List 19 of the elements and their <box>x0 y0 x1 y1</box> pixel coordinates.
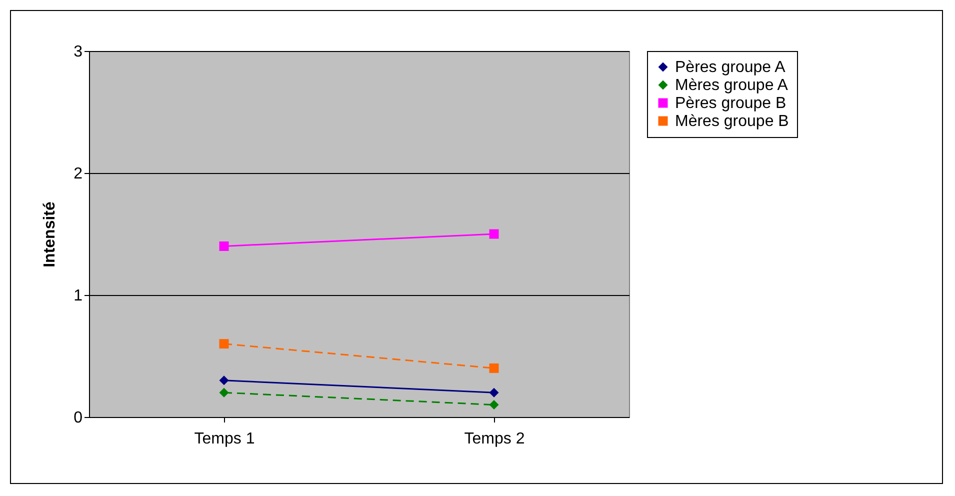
legend-label: Mères groupe A <box>675 77 788 94</box>
x-tick-label: Temps 1 <box>194 430 255 448</box>
legend-label: Pères groupe B <box>675 95 786 112</box>
point <box>489 388 499 398</box>
y-tick-label: 3 <box>74 44 83 60</box>
y-tick-label: 1 <box>74 288 83 304</box>
x-tick-label: Temps 2 <box>464 430 525 448</box>
y-axis-title: Intensité <box>42 202 59 268</box>
y-tick-label: 2 <box>74 166 83 182</box>
point <box>489 400 499 410</box>
point <box>219 241 229 251</box>
y-tick-label: 0 <box>74 410 83 426</box>
point <box>489 229 499 239</box>
point <box>489 363 499 373</box>
point <box>219 376 229 386</box>
legend-label: Pères groupe A <box>675 59 786 76</box>
point <box>219 339 229 349</box>
point <box>219 388 229 398</box>
legend-label: Mères groupe B <box>675 113 789 130</box>
